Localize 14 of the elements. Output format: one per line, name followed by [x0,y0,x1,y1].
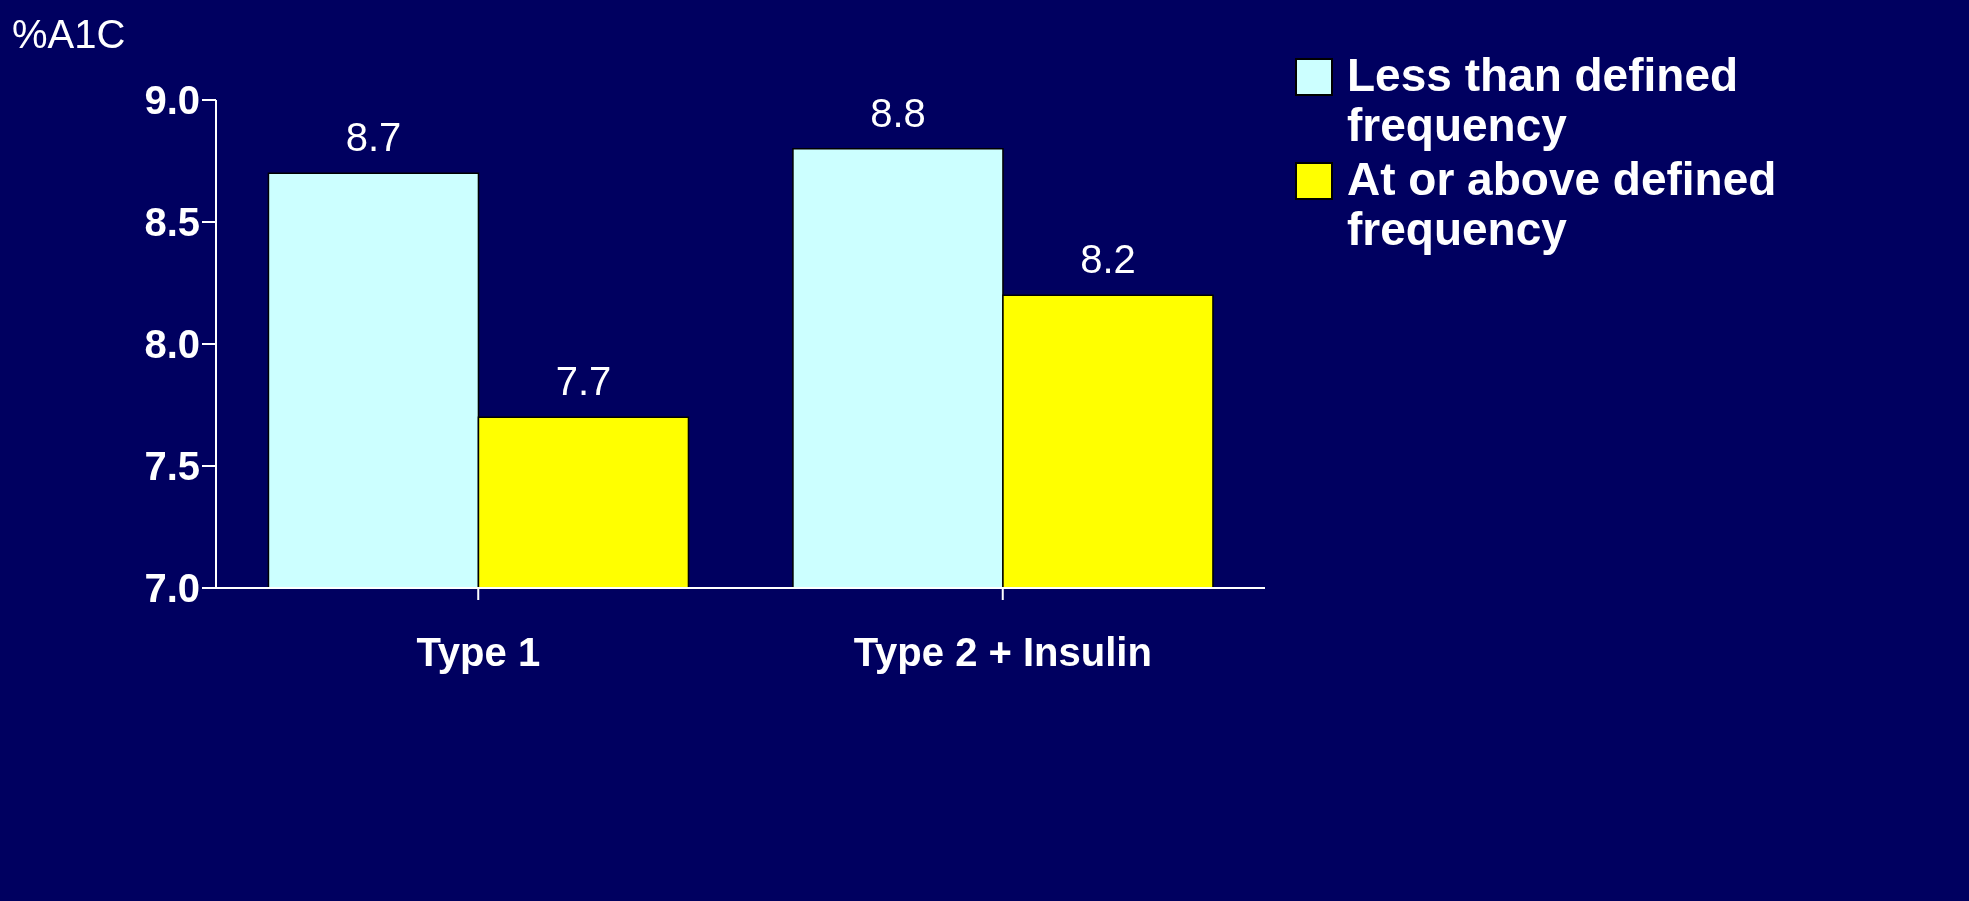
data-label: 8.2 [1080,237,1136,282]
y-tick-label: 9.0 [144,78,200,123]
x-tick-label: Type 2 + Insulin [853,630,1152,675]
y-axis-title: %A1C [12,12,126,57]
data-label: 8.7 [345,115,402,160]
legend-label: Less than defined frequency [1347,49,1740,151]
y-tick-label: 8.5 [144,200,200,245]
data-label: 8.8 [870,90,926,135]
x-tick-label: Type 1 [416,630,541,675]
y-tick-label: 7.5 [144,444,200,489]
legend-label: At or above defined frequency [1347,153,1778,255]
y-tick-label: 8.0 [144,322,200,367]
data-label: 7.7 [555,359,612,404]
y-tick-label: 7.0 [144,566,200,611]
